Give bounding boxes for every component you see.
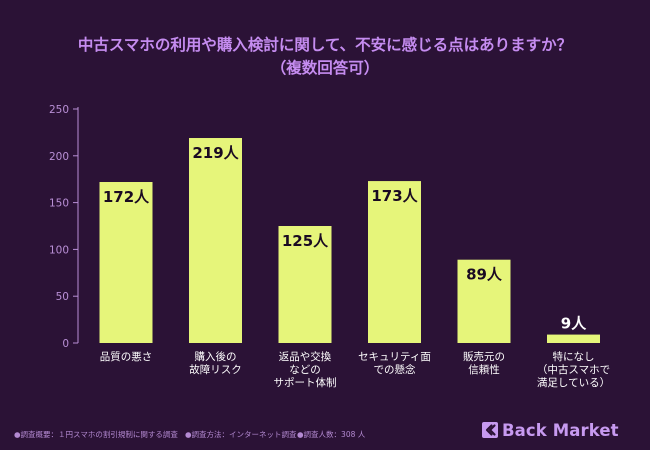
category-label-3-line-1: 返品や交換 — [279, 350, 332, 363]
data-label-2: 219人 — [192, 144, 239, 162]
y-tick-label-150: 150 — [49, 198, 69, 210]
data-label-1: 172人 — [103, 188, 150, 206]
category-label-3-line-3: サポート体制 — [274, 376, 337, 389]
data-label-3: 125人 — [282, 232, 329, 250]
category-label-2-line-2: 故障リスク — [189, 363, 242, 376]
back-market-logo-icon — [482, 422, 498, 438]
chart-title-line2: （複数回答可） — [270, 59, 380, 77]
footer-survey-respondents: ●調査人数：308 人 — [297, 430, 366, 439]
y-tick-label-200: 200 — [49, 151, 69, 163]
bar-1 — [99, 182, 153, 343]
category-label-2-line-1: 購入後の — [195, 350, 237, 363]
category-label-4-line-1: セキュリティ面 — [358, 351, 431, 363]
y-tick-label-100: 100 — [49, 244, 69, 256]
category-label-5-line-2: 信頼性 — [468, 363, 500, 376]
data-label-5: 89人 — [466, 266, 503, 284]
bar-3 — [278, 226, 332, 343]
bar-2 — [189, 138, 242, 343]
back-market-logo-text: Back Market — [502, 420, 619, 440]
category-label-5-line-1: 販売元の — [463, 350, 505, 363]
chart-title-line1: 中古スマホの利用や購入検討に関して、不安に感じる点はありますか？ — [77, 36, 573, 54]
back-market-logo: Back Market — [482, 419, 619, 441]
category-label-4-line-2: での懸念 — [374, 363, 416, 376]
bar-4 — [368, 181, 421, 343]
category-label-6-line-2: （中古スマホで — [537, 363, 610, 376]
bar-6 — [547, 334, 600, 343]
footer-survey-method: ●調査方法：インターネット調査 — [185, 430, 297, 439]
category-label-3-line-2: などの — [289, 364, 321, 376]
y-tick-label-50: 50 — [56, 291, 69, 303]
data-label-4: 173人 — [371, 187, 418, 205]
category-label-6-line-1: 特になし — [553, 351, 595, 363]
footer-survey-overview: ●調査概要：１円スマホの割引規制に関する調査 — [14, 430, 178, 439]
category-label-1-line-1: 品質の悪さ — [100, 350, 153, 363]
y-tick-label-250: 250 — [49, 104, 69, 116]
data-label-6: 9人 — [561, 315, 587, 333]
y-tick-label-0: 0 — [62, 338, 69, 350]
bar-5 — [457, 259, 511, 343]
category-label-6-line-3: 満足している） — [537, 377, 610, 389]
